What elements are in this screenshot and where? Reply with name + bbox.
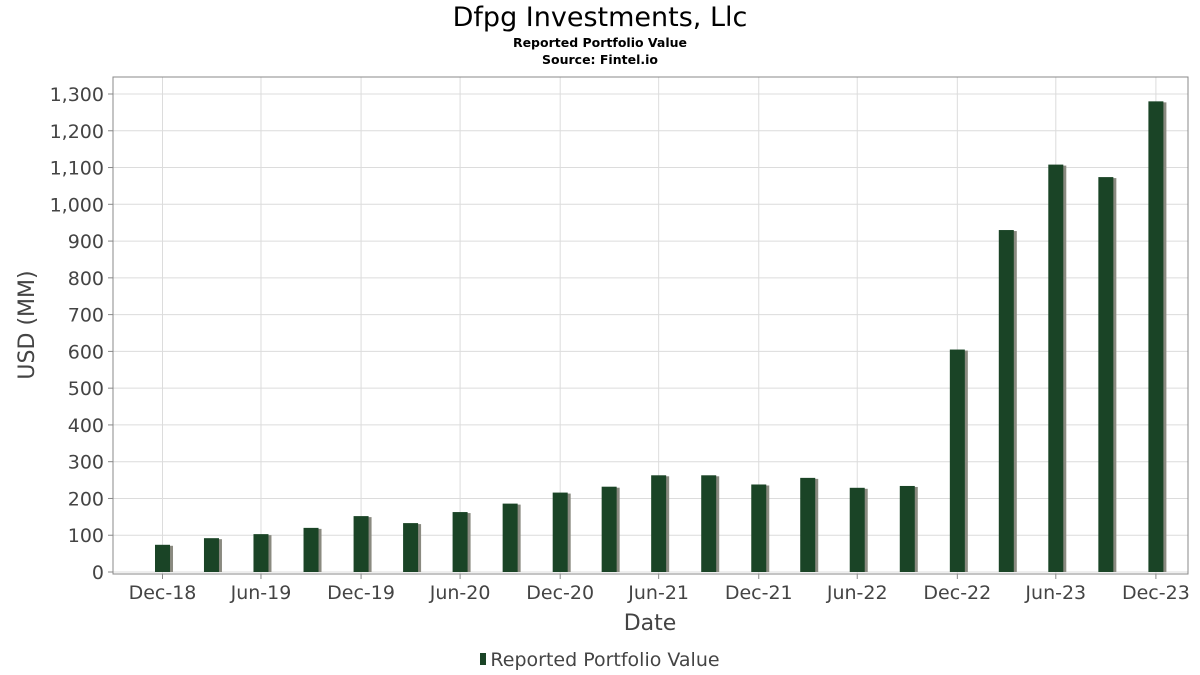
x-axis: Dec-18 Jun-19 Dec-19 Jun-20 Dec-20 Jun-21 Dec-…: [113, 573, 1190, 604]
bar: [155, 544, 171, 572]
bar: [1098, 177, 1114, 573]
bar: [601, 486, 617, 572]
x-tick-label: Dec-23: [1122, 582, 1190, 604]
chart-subtitle: Reported Portfolio Value: [512, 35, 688, 50]
y-tick-label: 100: [68, 525, 104, 547]
x-tick-label: Jun-23: [1024, 582, 1086, 604]
bar: [502, 503, 518, 572]
bar: [849, 487, 865, 572]
chart-title: Dfpg Investments, Llc: [452, 2, 748, 33]
y-tick-label: 500: [68, 378, 104, 400]
x-tick-label: Dec-21: [725, 582, 793, 604]
bars: [155, 101, 1167, 573]
bar: [800, 477, 816, 572]
y-tick-label: 200: [68, 488, 104, 510]
y-tick-label: 900: [68, 231, 104, 253]
bar: [253, 534, 269, 572]
y-tick-label: 400: [68, 415, 104, 437]
y-tick-label: 1,200: [50, 121, 104, 143]
bar: [1048, 164, 1064, 572]
y-tick-label: 600: [68, 341, 104, 363]
bar: [899, 485, 915, 572]
y-tick-label: 300: [68, 452, 104, 474]
x-tick-label: Jun-20: [429, 582, 491, 604]
x-tick-label: Jun-22: [826, 582, 888, 604]
chart-source: Source: Fintel.io: [542, 52, 658, 67]
bar: [751, 484, 767, 572]
plot-frame: [112, 76, 1189, 575]
y-axis: 0 100 200 300 400 500 600 700 800 900 1,000 1,100 1,…: [50, 84, 113, 584]
bar: [949, 349, 965, 572]
y-tick-label: 0: [92, 562, 104, 584]
legend-swatch: [480, 653, 487, 665]
x-tick-label: Dec-20: [526, 582, 594, 604]
y-tick-label: 1,100: [50, 158, 104, 180]
y-tick-label: 700: [68, 305, 104, 327]
bar: [651, 475, 667, 572]
legend: Reported Portfolio Value: [0, 648, 1200, 672]
x-tick-label: Dec-22: [923, 582, 991, 604]
x-tick-label: Dec-18: [129, 582, 197, 604]
y-tick-label: 1,300: [50, 84, 104, 106]
bar: [552, 492, 568, 572]
x-axis-title: Date: [624, 611, 677, 636]
bar: [353, 516, 369, 572]
y-tick-label: 800: [68, 268, 104, 290]
y-axis-title: USD (MM): [15, 270, 40, 379]
bar: [1148, 101, 1164, 572]
y-tick-label: 1,000: [50, 194, 104, 216]
grid-lines: [113, 77, 1188, 574]
bar: [701, 475, 717, 572]
x-tick-label: Dec-19: [327, 582, 395, 604]
legend-label: Reported Portfolio Value: [490, 649, 720, 671]
x-tick-label: Jun-21: [627, 582, 689, 604]
x-tick-label: Jun-19: [230, 582, 292, 604]
bar: [403, 523, 419, 572]
bar: [203, 538, 219, 572]
bar: [452, 512, 468, 572]
bar: [303, 527, 319, 572]
bar: [998, 230, 1014, 573]
